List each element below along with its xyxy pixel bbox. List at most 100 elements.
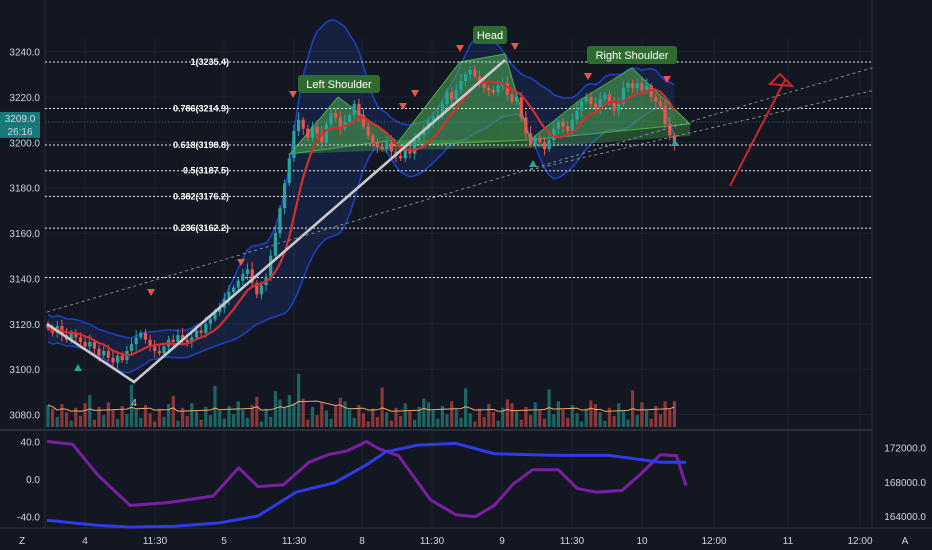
volume-bar <box>51 408 55 427</box>
volume-bar <box>524 406 528 427</box>
candle-body <box>352 103 356 116</box>
candle-body <box>459 81 463 91</box>
volume-bar <box>306 419 310 427</box>
candle-body <box>603 94 607 100</box>
time-tick-label: 5 <box>221 536 227 547</box>
candle-body <box>496 85 500 93</box>
volume-bar <box>654 405 658 427</box>
volume-bar <box>621 411 625 427</box>
candle-body <box>241 273 245 281</box>
volume-bar <box>171 395 175 427</box>
volume-bar <box>380 387 384 427</box>
sell-marker-icon <box>663 76 671 83</box>
volume-bar <box>218 410 222 427</box>
candle-body <box>635 83 639 88</box>
volume-bar <box>645 410 649 427</box>
candle-body <box>324 124 328 143</box>
candle-body <box>218 307 222 313</box>
volume-bar <box>185 416 189 427</box>
candle-body <box>171 339 175 342</box>
buy-marker-icon <box>671 139 679 146</box>
candle-body <box>487 87 491 91</box>
candle-body <box>153 346 157 351</box>
candle-body <box>658 101 663 106</box>
volume-bar <box>436 418 440 428</box>
volume-bar <box>668 409 672 427</box>
volume-bar <box>292 403 296 427</box>
candle-body <box>593 103 598 109</box>
candle-body <box>116 355 120 363</box>
oscillator-line-purple <box>46 439 688 519</box>
volume-bar <box>343 401 347 427</box>
candle-body <box>436 115 440 118</box>
oscillator-pane <box>46 439 688 529</box>
volume-bar <box>102 415 106 427</box>
sell-marker-icon <box>399 103 407 110</box>
volume-bar <box>348 409 352 427</box>
volume-bar <box>162 416 166 427</box>
candle-body <box>464 74 468 82</box>
candle-body <box>645 85 649 91</box>
volume-bar <box>598 412 602 427</box>
volume-bar <box>361 413 366 428</box>
volume-bar <box>320 402 324 428</box>
volume-bar <box>194 411 199 427</box>
volume-bar <box>663 401 667 427</box>
volume-bar <box>468 413 472 428</box>
volume-bar <box>450 401 454 427</box>
volume-bar <box>357 405 361 427</box>
volume-bar <box>649 418 653 428</box>
candle-body <box>598 99 602 109</box>
volume-bar <box>250 405 254 427</box>
overlay-lines: 4 Left Shoulder Head Right Shoulder <box>46 26 876 409</box>
volume-bar <box>46 405 50 427</box>
volume-bar <box>259 421 263 427</box>
candle-body <box>640 83 644 91</box>
candle-body <box>185 339 189 342</box>
oscillator-left-tick: 0.0 <box>26 475 40 486</box>
time-tick-label: 10 <box>636 536 648 547</box>
volume-bar <box>552 414 556 427</box>
volume-bar <box>389 420 393 427</box>
volume-bar <box>167 404 171 427</box>
candles <box>46 64 676 369</box>
candle-body <box>181 335 185 340</box>
candle-body <box>157 351 161 354</box>
candle-body <box>361 115 366 127</box>
volume-bar <box>570 405 574 427</box>
candle-body <box>561 121 565 127</box>
candle-body <box>78 337 83 342</box>
pattern-label: Head <box>477 30 503 42</box>
volume-bar <box>213 385 217 428</box>
volume-bar <box>334 405 338 427</box>
candle-body <box>626 83 630 88</box>
current-price-label: 3209.0 <box>5 114 36 125</box>
volume-bar <box>273 391 277 428</box>
candle-body <box>102 351 106 356</box>
volume-bar <box>556 401 560 427</box>
candle-body <box>120 355 124 361</box>
candle-body <box>533 137 537 145</box>
volume-bar <box>236 401 240 427</box>
volume-bar <box>315 415 319 427</box>
candle-body <box>575 110 579 120</box>
volume-bar <box>580 421 584 427</box>
candle-body <box>454 90 458 100</box>
pattern-label: Left Shoulder <box>306 79 372 91</box>
candle-body <box>348 115 352 122</box>
volume-bar <box>454 409 458 427</box>
volume-bar <box>505 399 509 427</box>
volume-bar <box>477 408 482 427</box>
fib-level-label: 0.618(3198.8) <box>173 140 229 150</box>
price-tick-label: 3200.0 <box>9 138 40 149</box>
candle-body <box>315 126 319 134</box>
volume-bar <box>603 420 607 427</box>
volume-bar <box>176 420 180 427</box>
volume-bar <box>635 415 639 427</box>
candle-body <box>413 140 417 154</box>
candle-body <box>477 76 482 84</box>
auto-scale-button[interactable]: A <box>902 536 909 547</box>
buy-marker-icon <box>529 160 537 167</box>
volume-bar <box>74 407 78 428</box>
volume-bar <box>482 416 486 427</box>
